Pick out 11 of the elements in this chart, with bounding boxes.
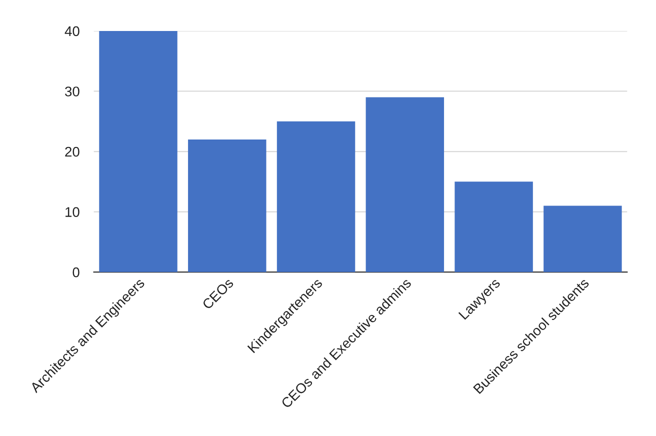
y-tick-label: 30 — [65, 86, 80, 96]
bar — [454, 182, 533, 272]
bar — [366, 97, 444, 272]
y-tick-label: 10 — [66, 207, 80, 217]
y-tick-label: 0 — [72, 267, 80, 278]
bar — [99, 30, 178, 272]
y-tick-label: 20 — [65, 146, 80, 157]
bar — [544, 206, 622, 272]
y-tick-label: 40 — [64, 26, 80, 36]
bar — [276, 121, 356, 272]
bar — [188, 139, 266, 272]
